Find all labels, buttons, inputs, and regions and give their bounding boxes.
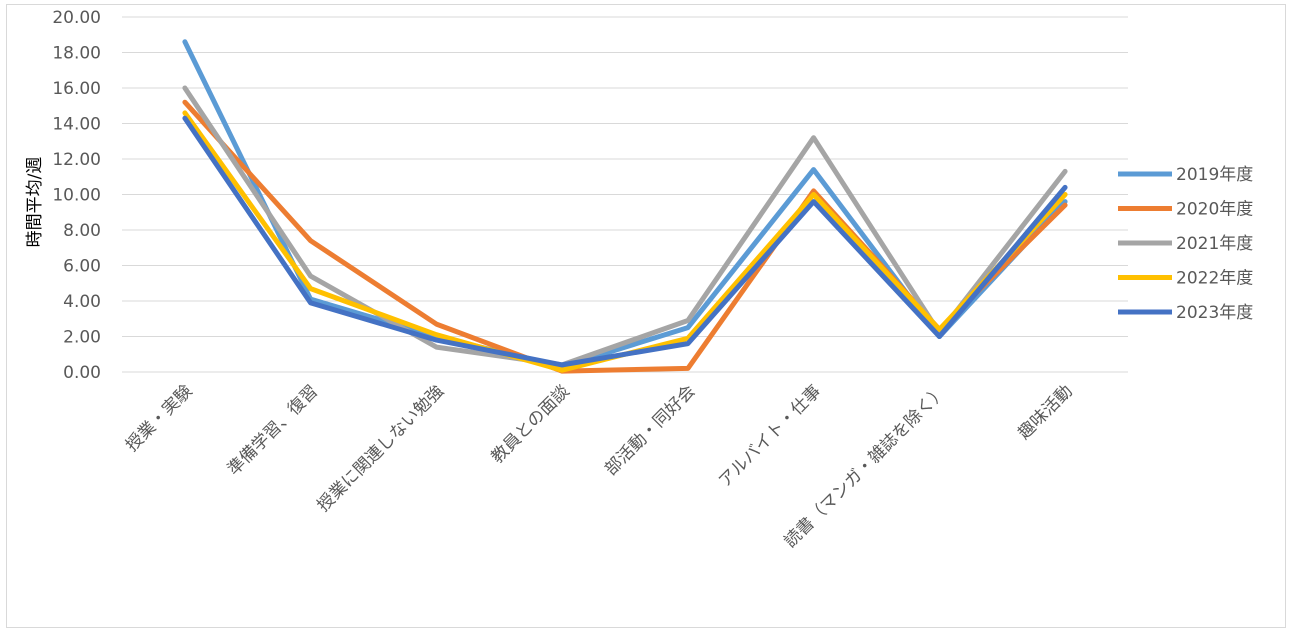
- y-tick-label: 20.00: [52, 8, 101, 28]
- x-category-label: 趣味活動: [1014, 381, 1076, 443]
- x-category-label: 教員との面談: [488, 381, 574, 467]
- series-line: [182, 115, 1068, 368]
- legend: 2019年度 2020年度 2021年度 2022年度 2023年度: [1118, 165, 1253, 323]
- y-tick-label: 0.00: [63, 363, 101, 383]
- y-tick-label: 4.00: [63, 292, 101, 312]
- x-category-label: 準備学習、復習: [224, 381, 322, 479]
- y-axis-title: 時間平均/週: [25, 157, 45, 248]
- x-category-label: アルバイト・仕事: [715, 381, 825, 491]
- y-axis-ticks: 0.00 2.00 4.00 6.00 8.00 10.00 12.00 14.00 16.00…: [52, 8, 101, 383]
- legend-label: 2021年度: [1176, 234, 1253, 254]
- y-tick-label: 10.00: [52, 186, 101, 206]
- x-category-label: 授業に関連しない勉強: [314, 381, 448, 515]
- x-category-label: 授業・実験: [122, 381, 196, 455]
- legend-label: 2022年度: [1176, 269, 1253, 289]
- y-tick-label: 14.00: [52, 115, 101, 135]
- x-category-label: 部活動・同好会: [601, 381, 699, 479]
- y-tick-label: 2.00: [63, 328, 101, 348]
- y-tick-label: 16.00: [52, 79, 101, 99]
- series-line: [182, 39, 1068, 370]
- y-tick-label: 18.00: [52, 44, 101, 64]
- y-tick-label: 8.00: [63, 221, 101, 241]
- legend-label: 2019年度: [1176, 165, 1253, 185]
- series-lines: [182, 39, 1068, 374]
- y-tick-label: 6.00: [63, 257, 101, 277]
- legend-label: 2023年度: [1176, 303, 1253, 323]
- legend-label: 2020年度: [1176, 200, 1253, 220]
- series-line: [182, 85, 1068, 368]
- y-tick-label: 12.00: [52, 150, 101, 170]
- gridlines: [122, 16, 1128, 373]
